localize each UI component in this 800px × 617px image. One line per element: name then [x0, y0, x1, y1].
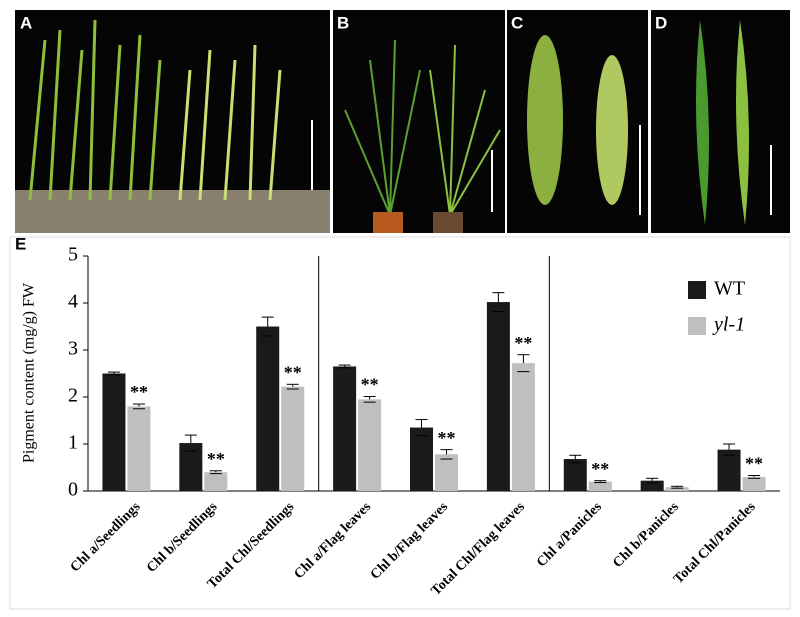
panel-label: A [20, 13, 32, 32]
significance-label: ** [130, 382, 148, 402]
significance-label: ** [591, 459, 609, 479]
bar [410, 427, 433, 491]
chart-frame [9, 236, 791, 610]
bar [665, 487, 689, 491]
bar [358, 399, 382, 491]
x-tick-label: Chl b/Seedlings [144, 499, 221, 576]
significance-label: ** [207, 449, 225, 469]
leaf [696, 20, 709, 225]
significance-label: ** [514, 333, 532, 353]
significance-label: ** [745, 454, 763, 474]
y-tick-label: 2 [68, 385, 78, 407]
panel-label: B [337, 13, 349, 32]
plants [344, 39, 501, 216]
legend-label: yl-1 [712, 314, 745, 336]
x-tick-label: Chl b/Flag leaves [368, 499, 452, 583]
x-tick-label: Chl b/Panicles [610, 499, 682, 571]
legend-swatch [688, 317, 706, 335]
bar [281, 386, 305, 491]
bar [717, 449, 741, 491]
y-tick-label: 5 [68, 244, 78, 266]
bar [588, 481, 612, 491]
bar [256, 326, 280, 491]
x-tick-label: Total Chl/Seedlings [205, 499, 298, 592]
significance-label: ** [361, 375, 379, 395]
x-tick-label: Chl a/Seedlings [68, 499, 144, 575]
bar [640, 480, 664, 491]
pot [433, 212, 463, 233]
legend-label: WT [714, 278, 745, 300]
bar [127, 406, 151, 491]
panel-label: C [511, 13, 523, 32]
significance-label: ** [438, 428, 456, 448]
x-tick-label: Chl a/Panicles [534, 499, 605, 570]
legend-swatch [688, 281, 706, 299]
leaf [736, 20, 749, 225]
bar [742, 476, 766, 491]
bar [333, 366, 357, 491]
bar [511, 363, 535, 491]
panel-label: D [655, 13, 667, 32]
bar [563, 459, 587, 491]
y-tick-label: 0 [68, 479, 78, 501]
bar [204, 472, 228, 491]
seedlings-mutant [178, 44, 282, 201]
pot [373, 212, 403, 233]
y-tick-label: 3 [68, 338, 78, 360]
bar [179, 443, 203, 491]
panicle [527, 35, 563, 205]
photo-b [333, 10, 505, 233]
significance-label: ** [284, 362, 302, 382]
photo-d [651, 10, 790, 233]
panicle [596, 55, 628, 205]
photos: A B C D [15, 10, 790, 233]
bar [486, 302, 510, 491]
x-tick-label: Chl a/Flag leaves [292, 499, 375, 582]
y-tick-label: 4 [68, 291, 78, 313]
bar [102, 373, 126, 491]
panel-label: E [15, 234, 26, 253]
seedlings [28, 19, 162, 201]
x-tick-label: Total Chl/Panicles [671, 499, 759, 587]
y-tick-label: 1 [68, 432, 78, 454]
bar [435, 454, 458, 491]
pot-wall [15, 190, 330, 233]
y-axis-label: Pigment content (mg/g) FW [21, 282, 38, 463]
